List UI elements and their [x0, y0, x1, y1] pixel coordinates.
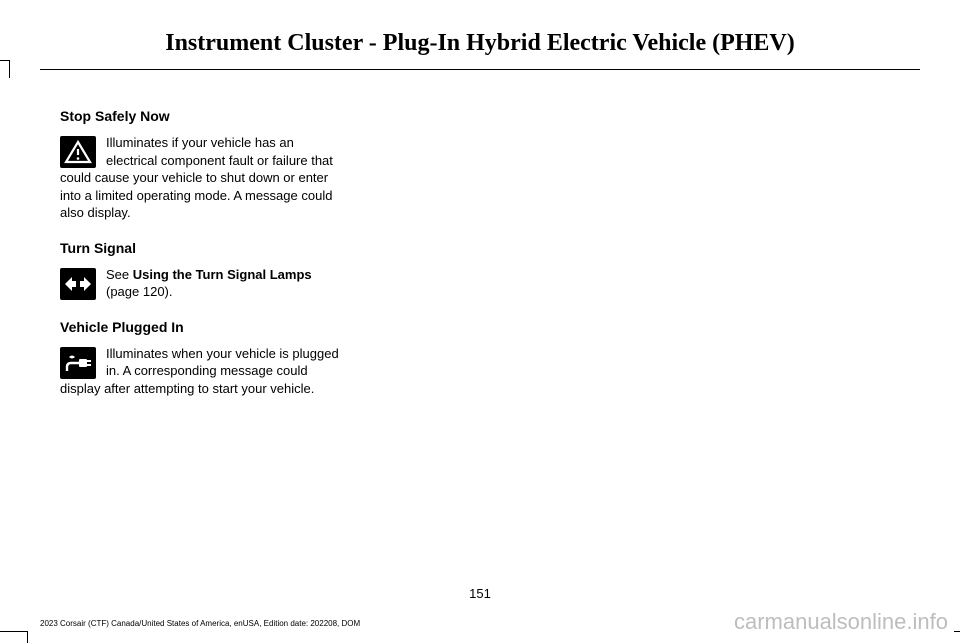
turn-signal-icon [60, 268, 96, 300]
heading-plugged: Vehicle Plugged In [60, 319, 340, 335]
content-column: Stop Safely Now Illuminates if your vehi… [0, 70, 400, 397]
section-stop-safely: Stop Safely Now Illuminates if your vehi… [60, 108, 340, 222]
text-plugged: Illuminates when your vehicle is plugged… [60, 345, 340, 398]
text-stop: Illuminates if your vehicle has an elect… [60, 134, 340, 222]
section-turn-signal: Turn Signal See Using the Turn Signal La… [60, 240, 340, 301]
turn-suffix: (page 120). [106, 284, 173, 299]
page-number: 151 [0, 586, 960, 601]
heading-turn: Turn Signal [60, 240, 340, 256]
turn-prefix: See [106, 267, 133, 282]
page-title: Instrument Cluster - Plug-In Hybrid Elec… [0, 0, 960, 69]
turn-bold: Using the Turn Signal Lamps [133, 267, 312, 282]
watermark: carmanualsonline.info [734, 609, 948, 635]
crop-mark [0, 631, 28, 643]
edition-line: 2023 Corsair (CTF) Canada/United States … [40, 619, 360, 628]
crop-mark [954, 631, 960, 643]
text-turn: See Using the Turn Signal Lamps (page 12… [60, 266, 340, 301]
crop-mark [0, 60, 10, 78]
plug-icon [60, 347, 96, 379]
heading-stop: Stop Safely Now [60, 108, 340, 124]
warning-triangle-icon [60, 136, 96, 168]
section-plugged-in: Vehicle Plugged In Illuminates when your… [60, 319, 340, 398]
